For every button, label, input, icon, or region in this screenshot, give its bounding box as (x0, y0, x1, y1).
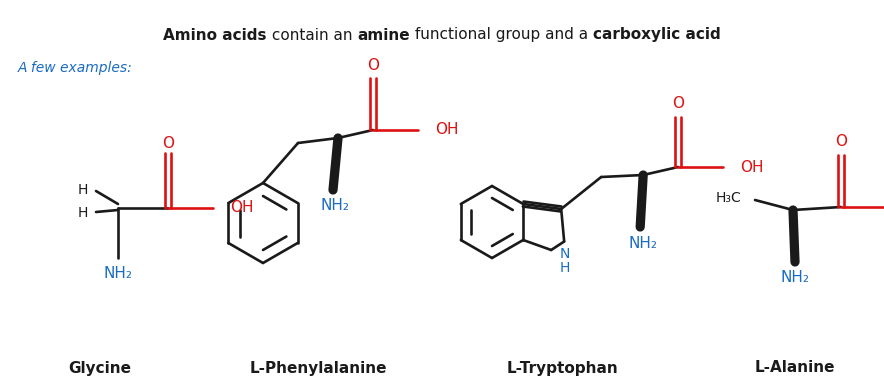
Text: OH: OH (230, 201, 254, 215)
Text: N: N (560, 247, 569, 261)
Text: L-Alanine: L-Alanine (755, 360, 835, 376)
Text: O: O (835, 135, 847, 149)
Text: carboxylic acid: carboxylic acid (593, 28, 720, 43)
Text: NH₂: NH₂ (103, 265, 133, 281)
Text: amine: amine (357, 28, 410, 43)
Text: H₃C: H₃C (715, 191, 741, 205)
Text: OH: OH (740, 159, 764, 175)
Text: L-Tryptophan: L-Tryptophan (507, 360, 618, 376)
Text: H: H (78, 183, 88, 197)
Text: NH₂: NH₂ (629, 236, 658, 251)
Text: H: H (78, 206, 88, 220)
Text: NH₂: NH₂ (781, 270, 810, 286)
Text: O: O (162, 135, 174, 151)
Text: O: O (367, 57, 379, 73)
Text: A few examples:: A few examples: (18, 61, 133, 75)
Text: H: H (560, 261, 569, 275)
Text: Glycine: Glycine (68, 360, 132, 376)
Text: NH₂: NH₂ (321, 199, 349, 213)
Text: contain an: contain an (267, 28, 357, 43)
Text: OH: OH (435, 123, 459, 137)
Text: L-Phenylalanine: L-Phenylalanine (249, 360, 387, 376)
Text: O: O (672, 97, 684, 111)
Text: Amino acids: Amino acids (164, 28, 267, 43)
Text: functional group and a: functional group and a (410, 28, 593, 43)
